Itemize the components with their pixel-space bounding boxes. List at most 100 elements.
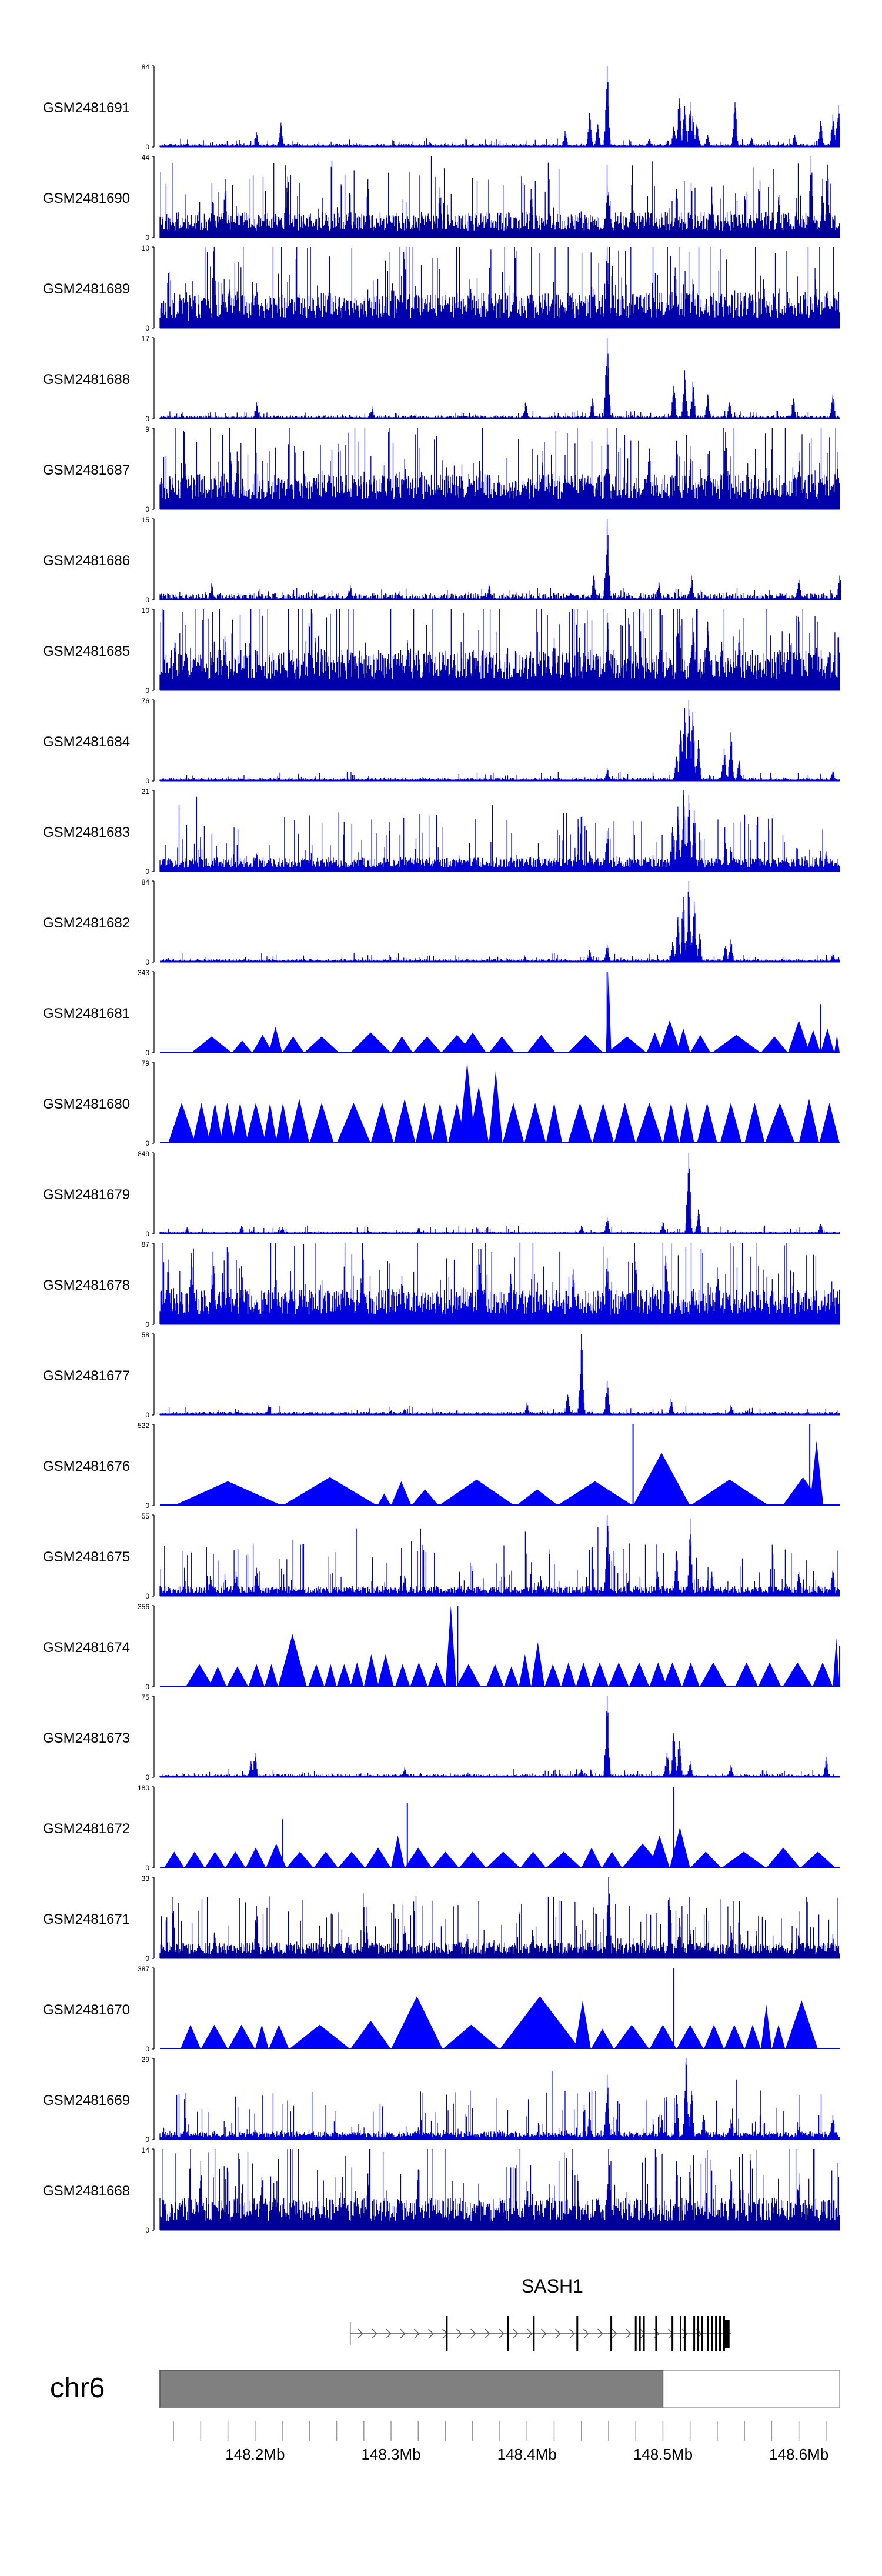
coverage-segment: [788, 1020, 810, 1053]
coverage-segment: [711, 1035, 761, 1053]
coverage-segment: [744, 2024, 761, 2049]
coverage-signal: [159, 700, 840, 781]
coverage-signal: [159, 1153, 840, 1234]
y-max-label: 84: [142, 63, 150, 71]
y-min-label: 0: [145, 2226, 149, 2234]
coverage-segment: [531, 1642, 545, 1687]
exon-mark: [507, 2316, 509, 2351]
coverage-tracks: GSM2481691840GSM2481690440GSM2481689100G…: [43, 63, 841, 2234]
coverage-segment: [524, 1103, 546, 1143]
coverage-segment: [676, 2024, 704, 2049]
y-max-label: 76: [142, 697, 150, 705]
coverage-segment: [833, 1638, 840, 1687]
exon-mark: [711, 2316, 713, 2351]
coverage-segment: [269, 2024, 289, 2049]
track-label: GSM2481687: [43, 462, 130, 478]
coverage-segment: [245, 1103, 266, 1143]
coverage-segment: [676, 1028, 690, 1053]
y-min-label: 0: [145, 1411, 149, 1419]
coverage-segment: [544, 1664, 561, 1687]
track-label: GSM2481670: [43, 2002, 130, 2018]
track-label: GSM2481678: [43, 1277, 130, 1293]
strand-arrow: [470, 2328, 476, 2339]
coverage-segment: [771, 2024, 786, 2049]
coverage-segment: [758, 1662, 781, 1687]
track-GSM2481685: GSM2481685 10 0: [43, 606, 840, 695]
coverage-segment: [546, 1103, 563, 1143]
coverage-segment: [659, 1020, 681, 1053]
coverage-segment: [432, 1851, 459, 1868]
track-label: GSM2481680: [43, 1096, 130, 1112]
coverage-segment: [785, 2000, 818, 2049]
coverage-segment: [411, 1489, 439, 1506]
axis-tick-label: 148.4Mb: [497, 2445, 557, 2463]
exon-mark: [697, 2316, 700, 2351]
coverage-segment: [350, 2020, 391, 2049]
coverage-segment: [592, 1103, 614, 1143]
y-max-label: 849: [138, 1150, 149, 1158]
coverage-segment: [324, 1664, 337, 1687]
y-max-label: 10: [142, 244, 150, 252]
coverage-segment: [720, 1103, 742, 1143]
track-GSM2481676: GSM2481676 522 0: [43, 1422, 840, 1510]
y-min-label: 0: [145, 143, 149, 151]
strand-arrow: [583, 2328, 589, 2339]
coverage-signal: [159, 1243, 840, 1324]
coverage-segment: [609, 1662, 629, 1687]
coverage-segment: [502, 1103, 524, 1143]
y-min-label: 0: [145, 233, 149, 242]
exon-mark: [693, 2316, 696, 2351]
y-min-label: 0: [145, 1049, 149, 1057]
coverage-signal: [159, 1515, 840, 1596]
track-GSM2481682: GSM2481682 84 0: [43, 878, 840, 966]
coverage-segment: [207, 1103, 223, 1143]
gene-track: SASH1: [349, 2275, 731, 2351]
y-min-label: 0: [145, 2045, 149, 2053]
coverage-segment: [313, 1851, 338, 1868]
coverage-segment: [614, 1103, 636, 1143]
y-min-label: 0: [145, 1139, 149, 1147]
coverage-segment: [516, 1489, 559, 1506]
coverage-segment: [248, 1664, 265, 1687]
coverage-segment: [338, 1851, 366, 1868]
track-GSM2481674: GSM2481674 356 0: [43, 1603, 840, 1691]
coverage-segment: [690, 1479, 769, 1506]
track-GSM2481690: GSM2481690 44 0: [43, 154, 840, 242]
coverage-segment: [163, 1851, 185, 1868]
exon-mark: [683, 2316, 686, 2351]
coverage-segment: [286, 1851, 314, 1868]
coverage-segment: [520, 1851, 546, 1868]
coverage-segment: [191, 1036, 232, 1053]
exon-mark: [610, 2316, 613, 2351]
y-min-label: 0: [145, 1683, 149, 1691]
coverage-segment: [590, 2028, 614, 2049]
track-label: GSM2481669: [43, 2093, 130, 2108]
coverage-segment: [350, 1662, 364, 1687]
coverage-segment: [567, 1103, 593, 1143]
track-GSM2481680: GSM2481680 79 0: [43, 1059, 840, 1147]
coverage-segment: [724, 2024, 745, 2049]
coverage-segment: [219, 1103, 235, 1143]
coverage-segment: [365, 1847, 391, 1868]
strand-arrow: [527, 2328, 533, 2339]
coverage-segment: [649, 2024, 677, 2049]
axis-tick-label: 148.2Mb: [225, 2445, 285, 2463]
y-min-label: 0: [145, 686, 149, 695]
track-label: GSM2481675: [43, 1549, 130, 1565]
track-GSM2481691: GSM2481691 84 0: [43, 63, 840, 151]
track-GSM2481689: GSM2481689 10 0: [43, 244, 840, 332]
coverage-signal: [159, 1334, 840, 1415]
coverage-segment: [173, 1481, 283, 1506]
coverage-segment: [350, 1032, 391, 1053]
exon-mark: [634, 2316, 637, 2351]
y-max-label: 79: [142, 1059, 150, 1067]
track-GSM2481673: GSM2481673 75 0: [43, 1693, 840, 1781]
coverage-signal: [159, 2149, 840, 2230]
track-label: GSM2481688: [43, 372, 130, 388]
coverage-segment: [576, 1662, 591, 1687]
y-max-label: 29: [142, 2056, 150, 2064]
track-label: GSM2481676: [43, 1459, 130, 1474]
track-GSM2481677: GSM2481677 58 0: [43, 1331, 840, 1419]
coverage-segment: [699, 1662, 727, 1687]
coverage-segment: [377, 1654, 394, 1687]
